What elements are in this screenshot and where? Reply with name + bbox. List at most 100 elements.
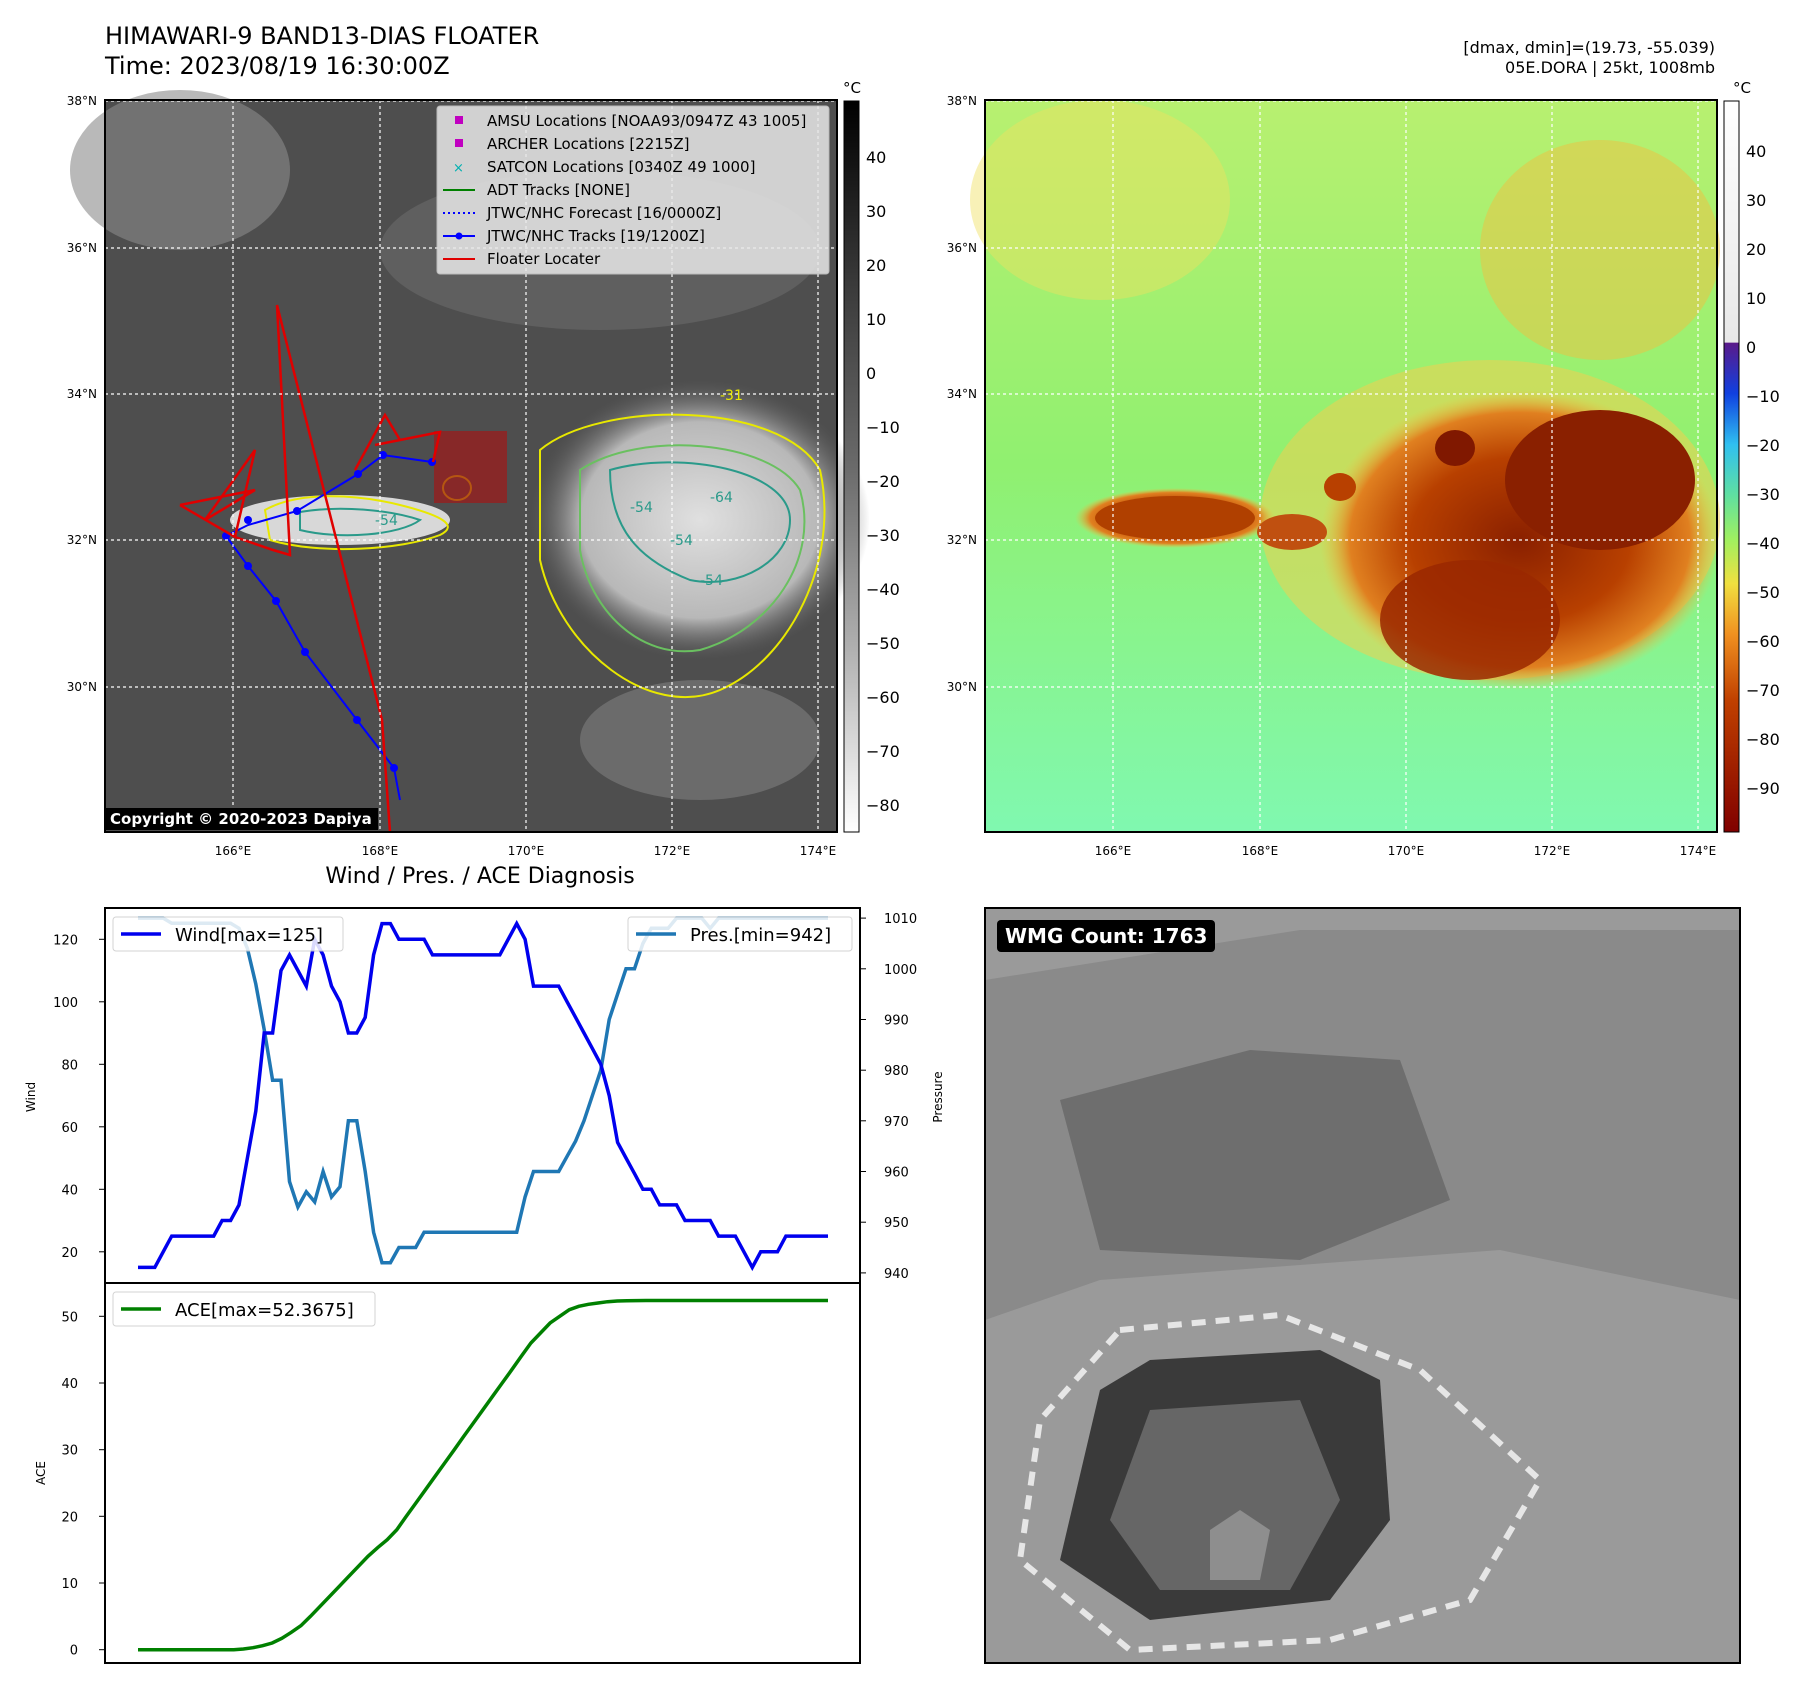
floater-box xyxy=(434,431,507,503)
wind-axis-label: Wind xyxy=(24,1082,38,1112)
legend-label: ADT Tracks [NONE] xyxy=(487,181,630,199)
gray-tick: −30 xyxy=(866,526,900,545)
color-tick: 0 xyxy=(1746,338,1756,357)
legend-label: AMSU Locations [NOAA93/0947Z 43 1005] xyxy=(487,112,806,130)
lon-label: 174°E xyxy=(800,844,837,858)
chart-title: HIMAWARI-9 BAND13-DIAS FLOATER xyxy=(105,22,540,50)
axis-tick-label: 0 xyxy=(70,1644,78,1659)
gray-tick: 20 xyxy=(866,256,886,275)
legend-label: Floater Locater xyxy=(487,250,601,268)
contour-label: -64 xyxy=(710,490,733,506)
wind-legend: Wind[max=125] xyxy=(112,916,344,952)
ir-gray-map: -64 -54 -54 -54 -54 -31 xyxy=(70,90,870,833)
ir-color-map xyxy=(970,99,1720,833)
axis-tick-label: 30 xyxy=(61,1444,78,1459)
lat-label: 34°N xyxy=(67,387,97,401)
lon-label: 166°E xyxy=(1095,844,1132,858)
gray-tick: 10 xyxy=(866,310,886,329)
axis-tick-label: 960 xyxy=(884,1166,909,1181)
color-tick: 10 xyxy=(1746,289,1766,308)
contour-label: -54 xyxy=(375,513,398,529)
ace-axes xyxy=(104,1282,861,1664)
gray-tick: 30 xyxy=(866,202,886,221)
axis-tick-label: 100 xyxy=(53,996,78,1011)
left-lon-labels: 166°E 168°E 170°E 172°E 174°E xyxy=(215,844,837,858)
legend-label: JTWC/NHC Tracks [19/1200Z] xyxy=(486,227,705,245)
pressure-axis-ticks: 1010 1000 990 980 970 960 950 940 xyxy=(860,912,917,1282)
color-tick: −10 xyxy=(1746,387,1780,406)
colorbar-unit: °C xyxy=(843,79,861,97)
pres-legend-label: Pres.[min=942] xyxy=(690,925,831,946)
color-colorbar: °C 40 30 20 10 0 −10 −20 −30 −40 −50 −60… xyxy=(1723,79,1780,833)
axis-tick-label: 980 xyxy=(884,1064,909,1079)
color-tick: 30 xyxy=(1746,191,1766,210)
gray-tick: −80 xyxy=(866,796,900,815)
lon-label: 168°E xyxy=(362,844,399,858)
track-line xyxy=(225,453,433,537)
axis-tick-label: 950 xyxy=(884,1216,909,1231)
lat-label: 32°N xyxy=(947,533,977,547)
satcon-marker: × xyxy=(453,161,464,176)
pres-legend: Pres.[min=942] xyxy=(627,916,853,952)
lon-label: 172°E xyxy=(1534,844,1571,858)
legend-label: JTWC/NHC Forecast [16/0000Z] xyxy=(486,204,721,222)
contour-label: -54 xyxy=(670,533,693,549)
color-tick: −30 xyxy=(1746,485,1780,504)
color-tick: −60 xyxy=(1746,632,1780,651)
color-tick: 40 xyxy=(1746,142,1766,161)
gray-tick: −70 xyxy=(866,742,900,761)
wmg-panel xyxy=(984,907,1741,1664)
storm-label: 05E.DORA | 25kt, 1008mb xyxy=(1505,58,1715,77)
color-tick: −80 xyxy=(1746,730,1780,749)
lon-label: 170°E xyxy=(1388,844,1425,858)
color-tick: −50 xyxy=(1746,583,1780,602)
axis-tick-label: 20 xyxy=(61,1246,78,1261)
gray-colorbar: °C 40 30 20 10 0 −10 −20 −30 −40 −50 −60… xyxy=(843,79,900,833)
lat-label: 38°N xyxy=(67,94,97,108)
wind-legend-label: Wind[max=125] xyxy=(175,925,323,946)
lon-label: 170°E xyxy=(508,844,545,858)
lat-label: 30°N xyxy=(947,680,977,694)
right-lat-labels: 38°N 36°N 34°N 32°N 30°N xyxy=(947,94,977,694)
axis-tick-label: 10 xyxy=(61,1577,78,1592)
ace-legend-label: ACE[max=52.3675] xyxy=(175,1300,354,1321)
color-tick: −70 xyxy=(1746,681,1780,700)
storm-info: [dmax, dmin]=(19.73, -55.039) 05E.DORA |… xyxy=(1463,38,1715,78)
wind-series-line xyxy=(138,919,828,1272)
gray-tick: 40 xyxy=(866,148,886,167)
contour-label: -31 xyxy=(720,388,743,404)
amsu-marker xyxy=(455,116,463,124)
axis-tick-label: 990 xyxy=(884,1014,909,1029)
axis-tick-label: 970 xyxy=(884,1115,909,1130)
ace-axis-label: ACE xyxy=(34,1461,48,1485)
lon-label: 168°E xyxy=(1242,844,1279,858)
gray-tick: −50 xyxy=(866,634,900,653)
lat-label: 34°N xyxy=(947,387,977,401)
axis-tick-label: 40 xyxy=(61,1377,78,1392)
axis-tick-label: 120 xyxy=(53,933,78,948)
axis-tick-label: 1000 xyxy=(884,963,917,978)
wind-axis-ticks: 120 100 80 60 40 20 xyxy=(53,933,105,1261)
pressure-axis-label: Pressure xyxy=(931,1071,945,1122)
contour-label: -54 xyxy=(700,573,723,589)
copyright-badge: Copyright © 2020-2023 Dapiya xyxy=(104,808,378,830)
lat-label: 32°N xyxy=(67,533,97,547)
right-lon-labels: 166°E 168°E 170°E 172°E 174°E xyxy=(1095,844,1717,858)
gray-tick: −40 xyxy=(866,580,900,599)
gray-tick: −10 xyxy=(866,418,900,437)
axis-tick-label: 40 xyxy=(61,1183,78,1198)
chart-time: Time: 2023/08/19 16:30:00Z xyxy=(105,52,450,80)
lat-label: 36°N xyxy=(67,241,97,255)
lon-label: 174°E xyxy=(1680,844,1717,858)
contour-label: -54 xyxy=(630,500,653,516)
diagnosis-title: Wind / Pres. / ACE Diagnosis xyxy=(325,864,635,889)
gray-tick: 0 xyxy=(866,364,876,383)
color-tick: −40 xyxy=(1746,534,1780,553)
left-lat-labels: 38°N 36°N 34°N 32°N 30°N xyxy=(67,94,97,694)
lon-label: 172°E xyxy=(654,844,691,858)
pressure-series-line xyxy=(138,916,828,1265)
lon-label: 166°E xyxy=(215,844,252,858)
axis-tick-label: 50 xyxy=(61,1310,78,1325)
color-tick: 20 xyxy=(1746,240,1766,259)
